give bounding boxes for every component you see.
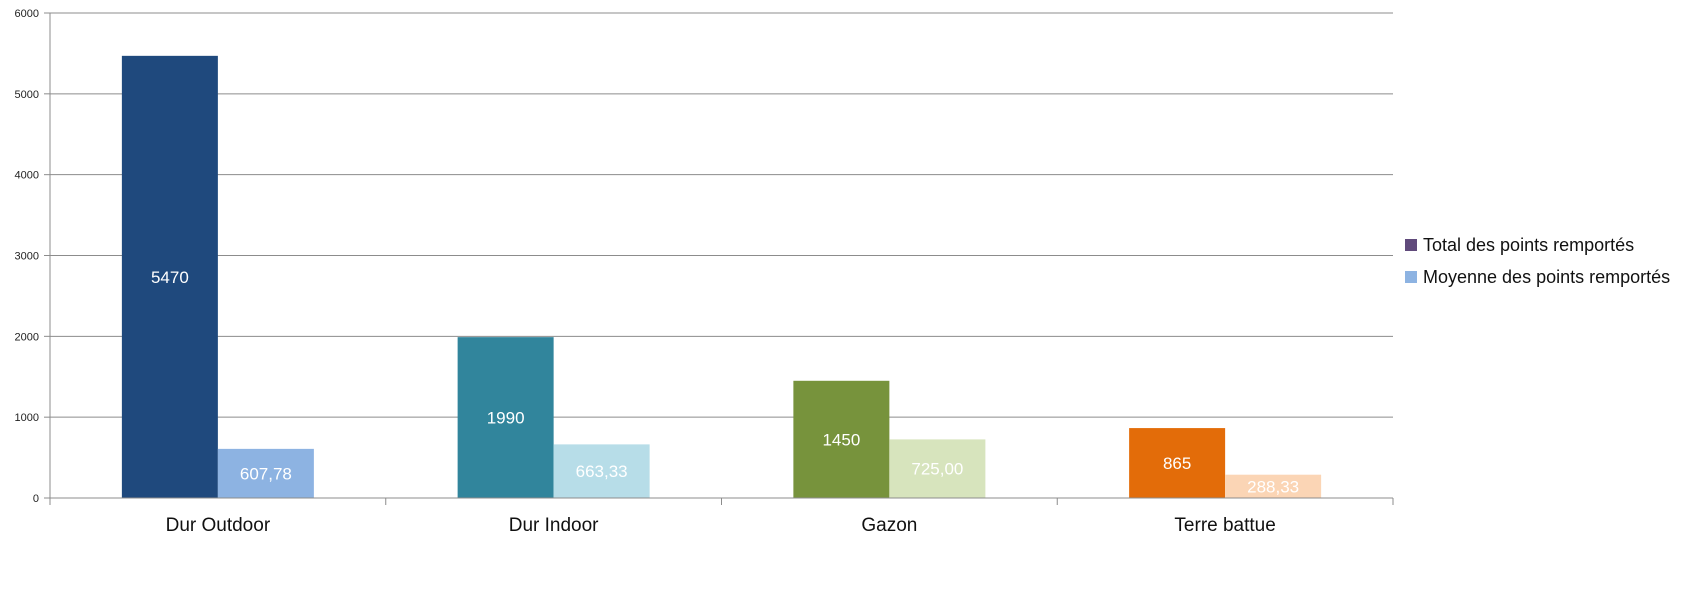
- gridlines: [50, 12, 1393, 418]
- y-tick-label: 1000: [15, 412, 39, 424]
- data-label: 1450: [822, 430, 860, 449]
- y-tick-label: 3000: [15, 251, 39, 263]
- bar-total: [457, 337, 554, 498]
- legend-label: Moyenne des points remportés: [1423, 267, 1670, 287]
- y-tick-label: 2000: [15, 331, 39, 343]
- y-tick-label: 4000: [15, 170, 39, 182]
- bar-average: [553, 444, 650, 498]
- y-tick-label: 5000: [15, 89, 39, 101]
- y-axis-tick-labels: 0 1000 2000 3000 4000 5000 6000: [15, 8, 39, 505]
- legend: Total des points remportés Moyenne des po…: [1405, 235, 1670, 287]
- x-category-label: Dur Indoor: [509, 515, 599, 536]
- data-labels: 5470 607,78 1990 663,33 1450 725,00 865 288,33: [151, 268, 1299, 496]
- bar-average: [217, 448, 314, 498]
- bar-total: [121, 55, 218, 498]
- legend-swatch: [1405, 271, 1417, 283]
- y-tick-label: 6000: [15, 8, 39, 20]
- bar-total: [1129, 428, 1226, 498]
- data-label: 865: [1163, 454, 1191, 473]
- data-label: 663,33: [576, 462, 628, 481]
- x-category-label: Terre battue: [1174, 515, 1275, 536]
- x-category-label: Dur Outdoor: [166, 515, 271, 536]
- data-label: 288,33: [1247, 477, 1299, 496]
- bar-average: [1225, 474, 1322, 498]
- x-axis-category-labels: Dur Outdoor Dur Indoor Gazon Terre battue: [166, 515, 1276, 536]
- bar-average: [889, 439, 986, 498]
- x-category-label: Gazon: [861, 515, 917, 536]
- data-label: 1990: [487, 409, 525, 428]
- data-label: 725,00: [911, 460, 963, 479]
- data-label: 5470: [151, 268, 189, 287]
- legend-swatch: [1405, 239, 1417, 251]
- bar-total: [793, 380, 890, 498]
- bars: [121, 55, 1322, 498]
- data-label: 607,78: [240, 464, 292, 483]
- y-tick-label: 0: [33, 493, 39, 505]
- axes: [44, 12, 1394, 505]
- legend-label: Total des points remportés: [1423, 235, 1634, 255]
